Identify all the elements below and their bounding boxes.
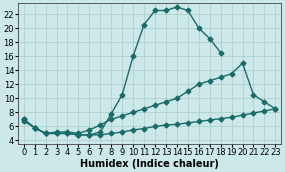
X-axis label: Humidex (Indice chaleur): Humidex (Indice chaleur): [80, 159, 219, 169]
